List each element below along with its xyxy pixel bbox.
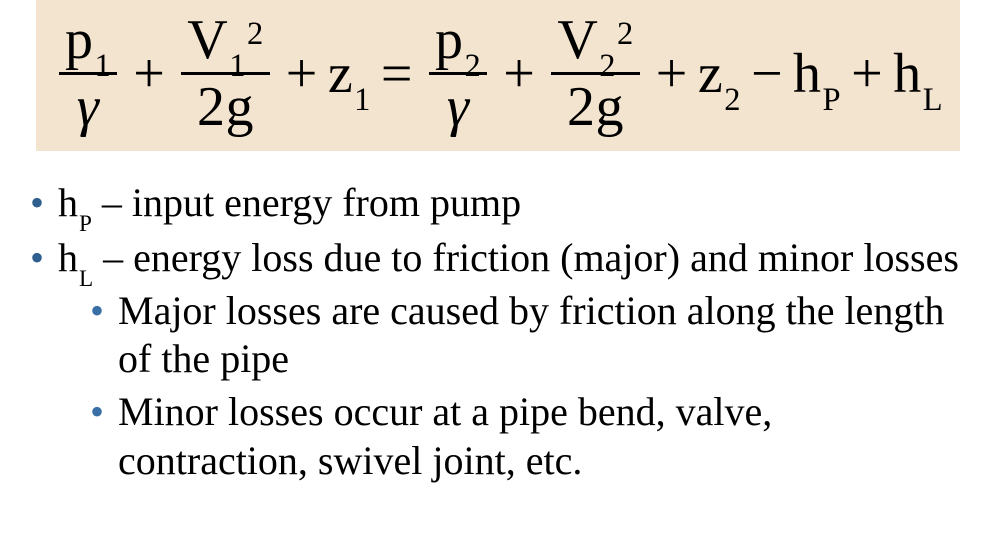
- two-2: 2: [567, 79, 596, 135]
- v1-sup: 2: [247, 18, 264, 50]
- g-2: g: [596, 79, 625, 135]
- plus-hl: +: [845, 46, 889, 102]
- definitions-list: hP – input energy from pump hL – energy …: [28, 179, 968, 486]
- equation-band: p1 γ + V12 2g + z1 = p2 γ + V22 2g + z2 …: [36, 0, 960, 151]
- minus-hp: −: [745, 46, 789, 102]
- hp-base: h: [793, 46, 822, 102]
- hp-sub: P: [823, 84, 842, 116]
- v1-base: V: [187, 12, 228, 68]
- frac-v2sq-over-2g: V22 2g: [551, 10, 639, 137]
- z1-sub: 1: [354, 84, 371, 116]
- frac-v1sq-over-2g: V12 2g: [181, 10, 269, 137]
- plus-2: +: [280, 46, 324, 102]
- hl-term: hL: [893, 46, 943, 102]
- equals: =: [375, 46, 419, 102]
- v2-sup: 2: [617, 18, 634, 50]
- z2-base: z: [698, 46, 723, 102]
- z1-term: z1: [328, 46, 371, 102]
- hl-base: h: [893, 46, 922, 102]
- hl-sub: L: [923, 84, 943, 116]
- gamma-2: γ: [447, 79, 470, 135]
- p1-sub: 1: [94, 50, 111, 82]
- p1-base: p: [65, 12, 94, 68]
- hl-dash: –: [93, 235, 133, 280]
- hp-dash: –: [92, 180, 132, 225]
- z2-sub: 2: [724, 84, 741, 116]
- hl-def-base: h: [58, 234, 78, 283]
- hp-def-text: input energy from pump: [132, 180, 521, 225]
- bullet-minor-losses: Minor losses occur at a pipe bend, valve…: [88, 388, 968, 486]
- hp-symbol: hP: [58, 179, 92, 228]
- frac-p1-over-gamma: p1 γ: [59, 10, 117, 137]
- v2-sub: 2: [599, 50, 616, 82]
- p2-base: p: [435, 12, 464, 68]
- bullet-hl: hL – energy loss due to friction (major)…: [28, 234, 968, 486]
- plus-1: +: [127, 46, 171, 102]
- hl-def-text: energy loss due to friction (major) and …: [133, 235, 959, 280]
- gamma-1: γ: [77, 79, 100, 135]
- frac-p2-over-gamma: p2 γ: [429, 10, 487, 137]
- bullet-hp: hP – input energy from pump: [28, 179, 968, 228]
- bullet-major-losses: Major losses are caused by friction alon…: [88, 287, 968, 385]
- bernoulli-extended-equation: p1 γ + V12 2g + z1 = p2 γ + V22 2g + z2 …: [53, 10, 943, 137]
- hp-def-base: h: [58, 179, 78, 228]
- hp-term: hP: [793, 46, 841, 102]
- hl-symbol: hL: [58, 234, 93, 283]
- plus-4: +: [650, 46, 694, 102]
- p2-sub: 2: [465, 50, 482, 82]
- two-1: 2: [197, 79, 226, 135]
- z1-base: z: [328, 46, 353, 102]
- v1-sub: 1: [229, 50, 246, 82]
- frac-bar: [181, 72, 269, 75]
- v2-base: V: [557, 12, 598, 68]
- plus-3: +: [497, 46, 541, 102]
- z2-term: z2: [698, 46, 741, 102]
- frac-bar: [551, 72, 639, 75]
- g-1: g: [226, 79, 255, 135]
